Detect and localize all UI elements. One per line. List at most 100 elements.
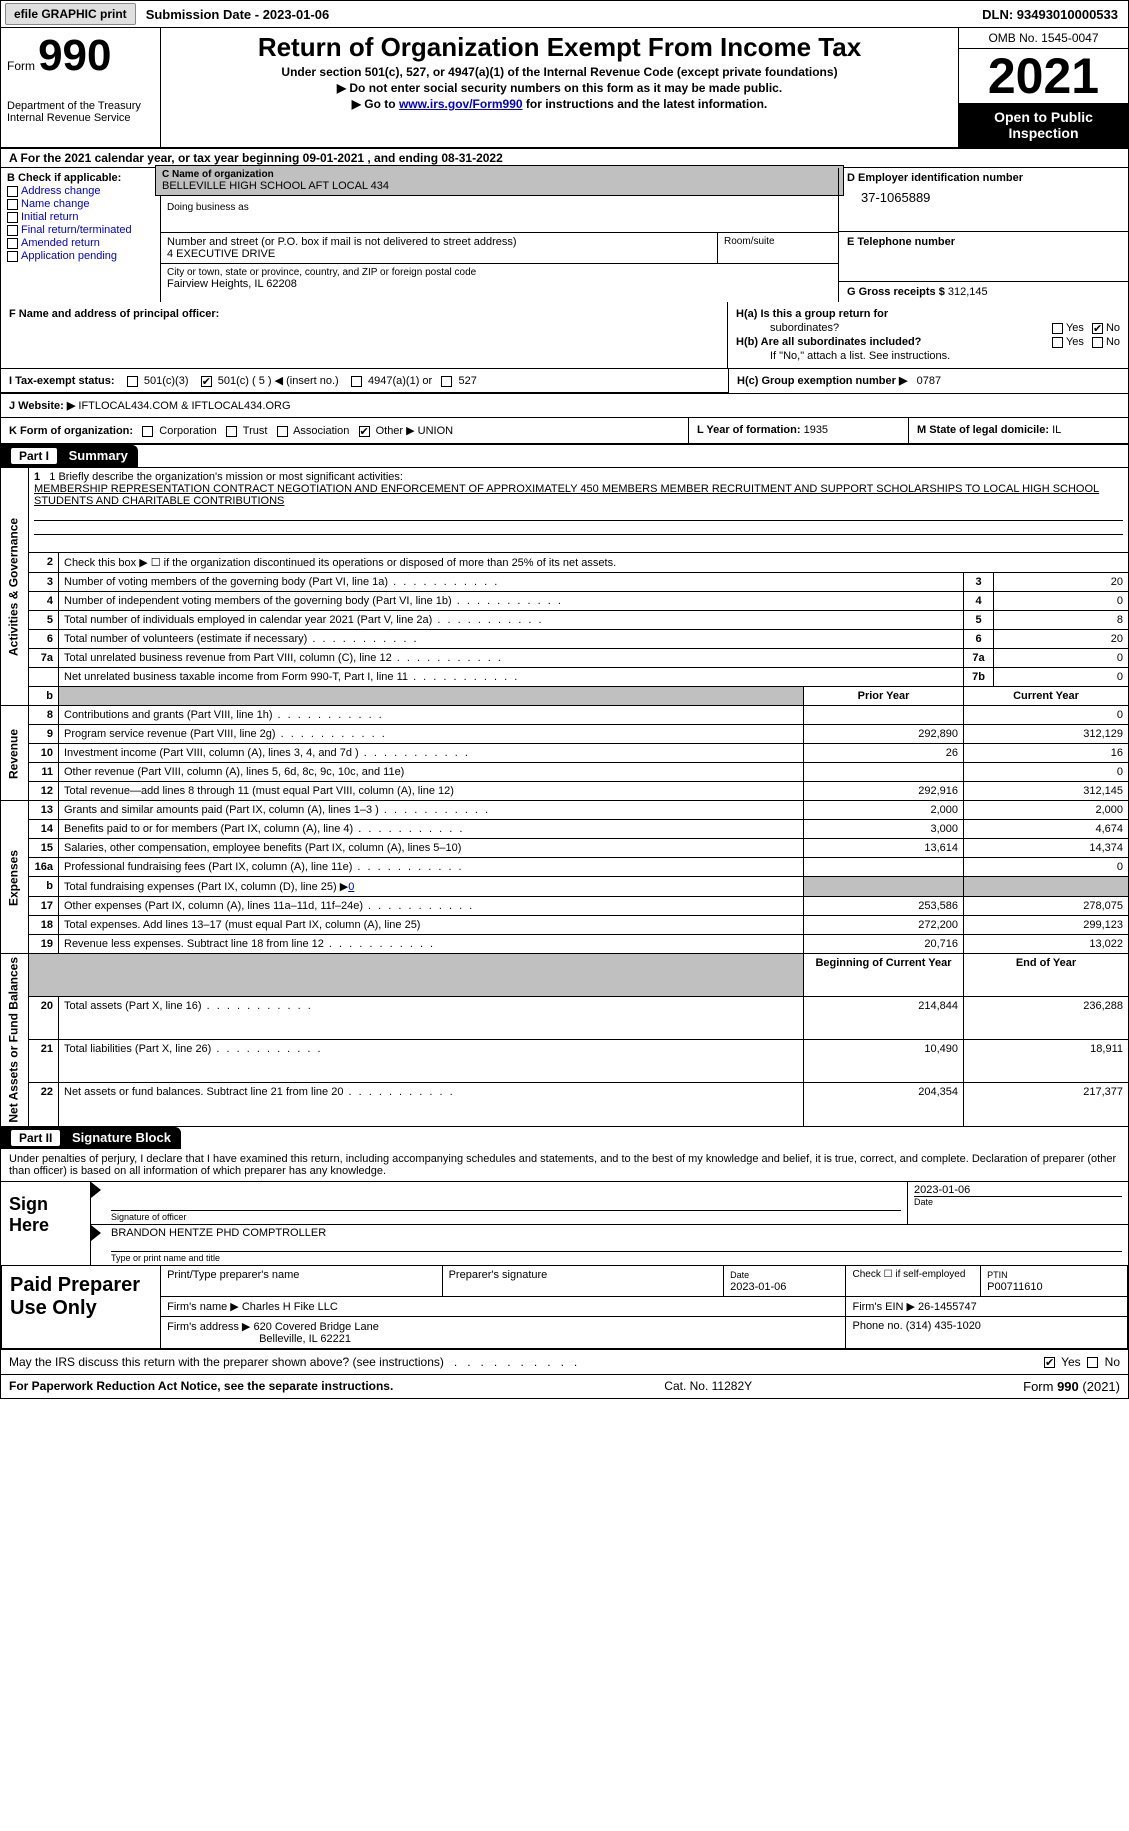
header-mid: Return of Organization Exempt From Incom… [161,28,958,147]
hb-no[interactable]: No [1092,336,1120,348]
prior-hdr: Prior Year [804,687,964,706]
header-right: OMB No. 1545-0047 2021 Open to Public In… [958,28,1128,147]
paid-preparer-label: Paid Preparer Use Only [2,1265,161,1348]
chk-4947[interactable]: 4947(a)(1) or [351,375,432,387]
chk-trust[interactable]: Trust [226,425,268,437]
may-no[interactable]: No [1087,1355,1120,1369]
fundraise-link[interactable]: 0 [348,881,354,893]
chk-501c3[interactable]: 501(c)(3) [127,375,189,387]
r6-n: 6 [29,630,59,649]
na-stub [29,954,804,997]
r17-c: 278,075 [964,897,1129,916]
hc-label: H(c) Group exemption number ▶ [737,375,907,387]
r16a-c: 0 [964,858,1129,877]
open-inspection: Open to Public Inspection [959,103,1128,147]
form-header: Form 990 Department of the Treasury Inte… [0,28,1129,149]
r15-c: 14,374 [964,839,1129,858]
hb-yes[interactable]: Yes [1052,336,1084,348]
ha-label2: subordinates? [736,322,1044,334]
ha-no[interactable]: No [1092,322,1120,334]
r6-d: Total number of volunteers (estimate if … [59,630,964,649]
r9-d: Program service revenue (Part VIII, line… [59,725,804,744]
part2-label: Part II [11,1130,60,1146]
part1-header: Part I Summary [1,445,138,467]
firm-addr-cell: Firm's address ▶ 620 Covered Bridge Lane… [161,1316,846,1348]
r19-c: 13,022 [964,935,1129,954]
subtitle-1: Under section 501(c), 527, or 4947(a)(1)… [169,65,950,79]
officer-sig-line: Signature of officer 2023-01-06 Date [91,1182,1128,1225]
room-label: Room/suite [724,236,832,247]
r21-c: 18,911 [964,1040,1129,1083]
officer-name-field: BRANDON HENTZE PHD COMPTROLLER Type or p… [105,1225,1128,1265]
r7a-d: Total unrelated business revenue from Pa… [59,649,964,668]
chk-501c[interactable]: 501(c) ( 5 ) ◀ (insert no.) [201,375,339,387]
chk-name-change[interactable]: Name change [7,198,154,210]
efile-print-button[interactable]: efile GRAPHIC print [5,3,136,25]
r5-v: 8 [994,611,1129,630]
r9-c: 312,129 [964,725,1129,744]
r18-d: Total expenses. Add lines 13–17 (must eq… [59,916,804,935]
r22-p: 204,354 [804,1083,964,1126]
b-stub: b [29,687,59,706]
ha-yes[interactable]: Yes [1052,322,1084,334]
r8-d: Contributions and grants (Part VIII, lin… [59,706,804,725]
chk-initial-return[interactable]: Initial return [7,211,154,223]
subtitle-3: ▶ Go to www.irs.gov/Form990 for instruct… [169,97,950,111]
r11-d: Other revenue (Part VIII, column (A), li… [59,763,804,782]
chk-assoc[interactable]: Association [277,425,350,437]
tax-exempt-status: I Tax-exempt status: 501(c)(3) 501(c) ( … [1,369,728,393]
officer-name: BRANDON HENTZE PHD COMPTROLLER [111,1227,1122,1239]
gross-label: G Gross receipts $ [847,286,945,298]
treasury-dept: Department of the Treasury [7,100,154,112]
chk-application-pending[interactable]: Application pending [7,250,154,262]
firm-phone-cell: Phone no. (314) 435-1020 [846,1316,1128,1348]
may-yes[interactable]: Yes [1044,1355,1081,1369]
chk-corp[interactable]: Corporation [142,425,217,437]
r4-d: Number of independent voting members of … [59,592,964,611]
org-name-row: C Name of organization BELLEVILLE HIGH S… [155,165,844,196]
sig-date: 2023-01-06 [914,1184,1122,1196]
r6-v: 20 [994,630,1129,649]
chk-amended-return[interactable]: Amended return [7,237,154,249]
city-row: City or town, state or province, country… [161,264,838,293]
prep-name-hdr: Print/Type preparer's name [161,1265,443,1296]
header-left: Form 990 Department of the Treasury Inte… [1,28,161,147]
chk-527[interactable]: 527 [441,375,476,387]
part2-header: Part II Signature Block [1,1127,181,1149]
officer-name-line: BRANDON HENTZE PHD COMPTROLLER Type or p… [91,1225,1128,1265]
year-formation: L Year of formation: 1935 [688,418,908,443]
section-bcde: B Check if applicable: Address change Na… [0,168,1129,302]
r5-n: 5 [29,611,59,630]
other-value: UNION [418,425,453,437]
r17-d: Other expenses (Part IX, column (A), lin… [59,897,804,916]
m-value: IL [1052,424,1061,436]
prep-self-emp[interactable]: Check ☐ if self-employed [846,1265,981,1296]
hb-note: If "No," attach a list. See instructions… [736,350,1120,362]
row-j-website: J Website: ▶ IFTLOCAL434.COM & IFTLOCAL4… [0,393,1129,418]
street-label: Number and street (or P.O. box if mail i… [167,236,711,248]
r19-n: 19 [29,935,59,954]
firm-ein-label: Firm's EIN ▶ [852,1301,915,1313]
r9-p: 292,890 [804,725,964,744]
phone-label: Phone no. [852,1320,902,1332]
chk-other[interactable]: Other ▶ [359,425,415,437]
irs-link[interactable]: www.irs.gov/Form990 [399,97,523,111]
chk-address-change[interactable]: Address change [7,185,154,197]
r15-p: 13,614 [804,839,964,858]
form-word: Form [7,59,35,73]
r14-c: 4,674 [964,820,1129,839]
ein-value: 37-1065889 [847,184,1120,205]
summary-table: Activities & Governance 1 1 Briefly desc… [0,467,1129,1127]
r19-p: 20,716 [804,935,964,954]
omb-number: OMB No. 1545-0047 [959,28,1128,49]
dba-row: Doing business as [161,199,838,233]
firm-addr1: 620 Covered Bridge Lane [253,1321,378,1333]
r20-d: Total assets (Part X, line 16) [59,997,804,1040]
ein-label: D Employer identification number [847,172,1120,184]
officer-signature[interactable]: Signature of officer [105,1182,908,1224]
r4-v: 0 [994,592,1129,611]
firm-name-label: Firm's name ▶ [167,1301,239,1313]
page-footer: For Paperwork Reduction Act Notice, see … [0,1375,1129,1399]
chk-final-return[interactable]: Final return/terminated [7,224,154,236]
org-name: BELLEVILLE HIGH SCHOOL AFT LOCAL 434 [162,180,837,192]
